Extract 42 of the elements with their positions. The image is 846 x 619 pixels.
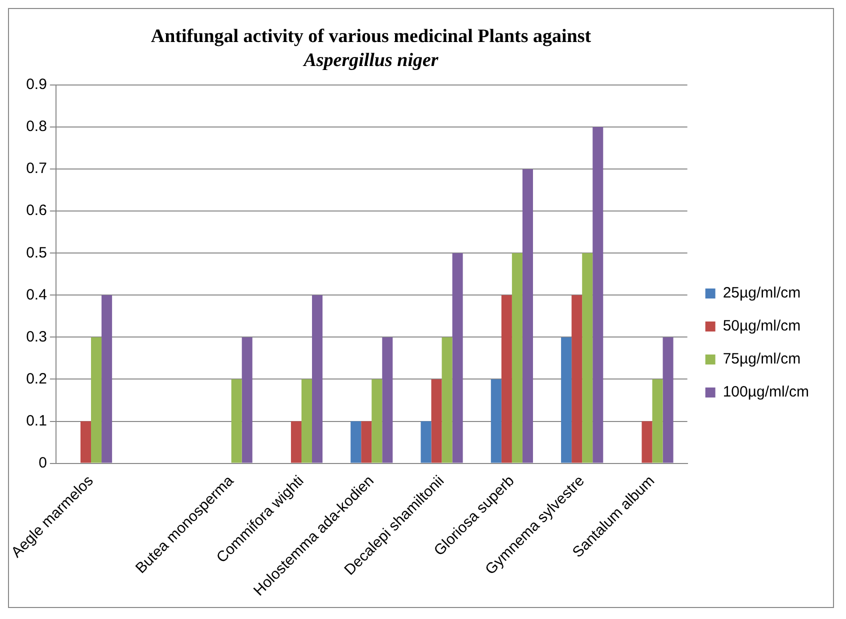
- bar: [572, 295, 582, 463]
- bar: [242, 337, 252, 463]
- bar: [102, 295, 112, 463]
- bar: [512, 253, 522, 463]
- bar: [522, 169, 533, 463]
- legend-label: 25µg/ml/cm: [722, 284, 801, 302]
- y-tick-label: 0.3: [26, 328, 47, 346]
- bar: [442, 337, 452, 463]
- bar: [361, 421, 372, 463]
- bar: [592, 127, 604, 463]
- bar: [350, 421, 362, 463]
- y-tick-label: 0.8: [26, 118, 47, 136]
- bar: [80, 421, 92, 463]
- bar: [312, 295, 323, 463]
- y-tick-label: 0: [38, 454, 47, 472]
- bar: [501, 295, 512, 463]
- bar: [452, 253, 463, 463]
- y-tick-label: 0.5: [26, 244, 47, 262]
- bar: [662, 337, 674, 463]
- bar: [231, 379, 242, 463]
- bar: [290, 421, 302, 463]
- bar: [642, 421, 652, 463]
- y-tick-label: 0.2: [26, 370, 47, 388]
- bar: [582, 253, 593, 463]
- bar: [431, 379, 442, 463]
- bar: [420, 421, 432, 463]
- bar: [652, 379, 663, 463]
- bar: [382, 337, 393, 463]
- legend-label: 75µg/ml/cm: [722, 350, 801, 368]
- bar: [91, 337, 102, 463]
- y-tick-label: 0.7: [26, 160, 47, 178]
- y-tick-label: 0.9: [26, 76, 47, 94]
- legend-label: 50µg/ml/cm: [722, 318, 801, 335]
- legend-label: 100µg/ml/cm: [722, 384, 809, 401]
- bar: [561, 337, 572, 463]
- y-tick-label: 0.1: [26, 412, 47, 430]
- bar: [490, 379, 502, 463]
- bar: [372, 379, 382, 463]
- chart-title: Antifungal activity of various medicinal Plants against Aspergillus niger: [150, 25, 592, 73]
- y-tick-label: 0.4: [26, 286, 47, 304]
- y-tick-label: 0.6: [26, 202, 47, 220]
- bar: [301, 379, 312, 463]
